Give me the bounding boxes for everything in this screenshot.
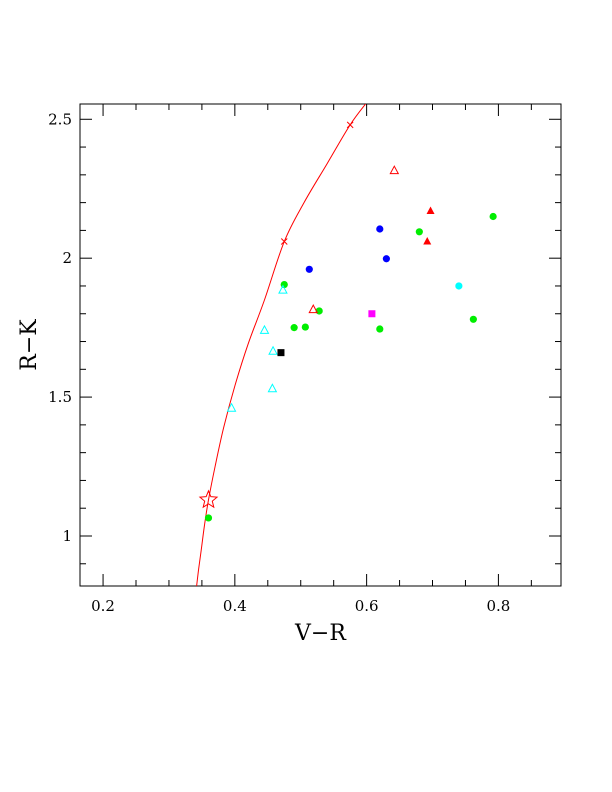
data-point-circle bbox=[376, 325, 384, 333]
data-point-open-triangle bbox=[226, 402, 237, 412]
data-point-circle bbox=[305, 265, 313, 273]
data-point-circle bbox=[415, 228, 423, 236]
curve-tick-mark bbox=[346, 121, 354, 129]
axis-ticks bbox=[80, 104, 561, 586]
data-point-circle bbox=[301, 323, 309, 331]
data-point-circle bbox=[290, 324, 298, 332]
data-point-open-triangle bbox=[259, 324, 270, 334]
data-point-open-triangle bbox=[268, 345, 278, 355]
data-point-square bbox=[277, 349, 285, 357]
data-point-open-triangle bbox=[267, 383, 278, 393]
data-points-layer bbox=[204, 165, 497, 522]
x-tick-label: 0.2 bbox=[91, 597, 115, 615]
y-tick-label: 2.5 bbox=[48, 110, 72, 128]
axis-tick-labels: 0.2 0.4 0.6 0.8 1 1.5 2 2.5 bbox=[48, 110, 510, 615]
data-point-square bbox=[368, 310, 376, 318]
data-point-circle bbox=[376, 225, 384, 233]
plot-frame bbox=[79, 103, 562, 587]
x-tick-label: 0.6 bbox=[355, 597, 379, 615]
data-point-circle bbox=[489, 212, 497, 221]
model-curve-group bbox=[196, 104, 367, 586]
data-point-open-triangle bbox=[278, 284, 288, 294]
data-point-open-triangle bbox=[308, 304, 319, 314]
curve-tick-mark bbox=[280, 238, 288, 245]
data-point-circle bbox=[455, 282, 463, 290]
data-point-filled-triangle bbox=[426, 206, 435, 214]
y-tick-label: 2 bbox=[62, 249, 72, 267]
data-point-filled-triangle bbox=[423, 237, 432, 245]
x-tick-label: 0.4 bbox=[223, 597, 247, 615]
star-marker bbox=[198, 489, 219, 509]
data-point-circle bbox=[469, 315, 477, 323]
x-axis-label: V−R bbox=[294, 621, 347, 646]
data-point-circle bbox=[204, 514, 213, 522]
y-tick-label: 1.5 bbox=[48, 388, 72, 406]
x-tick-label: 0.8 bbox=[486, 597, 510, 615]
model-curve-layer bbox=[196, 104, 367, 586]
y-axis-label: R−K bbox=[17, 319, 42, 371]
data-point-circle bbox=[382, 255, 390, 263]
model-curve bbox=[196, 104, 367, 586]
data-point-open-triangle bbox=[389, 165, 400, 175]
y-tick-label: 1 bbox=[62, 527, 72, 545]
